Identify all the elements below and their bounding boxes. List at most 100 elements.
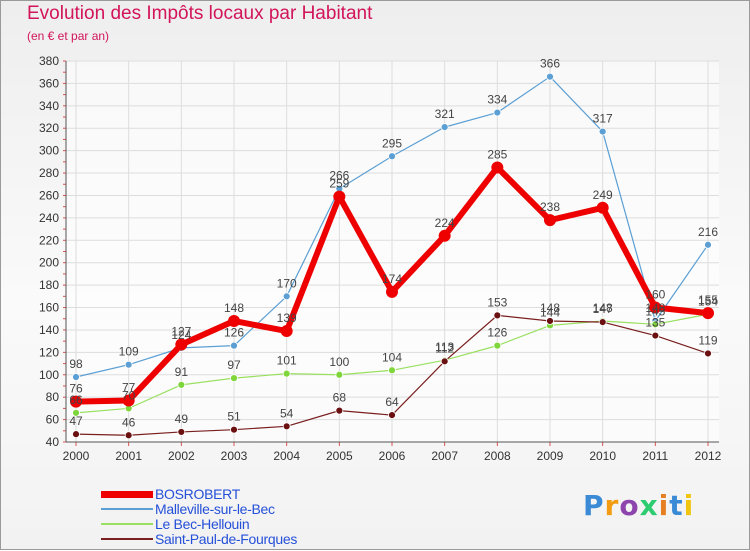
- data-point-3: [651, 331, 660, 340]
- x-tick-label: 2010: [589, 449, 616, 463]
- data-point-1: [546, 72, 554, 81]
- data-label-3: 64: [385, 395, 399, 409]
- data-label-0: 76: [69, 382, 83, 396]
- data-point-3: [493, 311, 502, 320]
- data-label-1: 126: [224, 326, 244, 340]
- y-tick-label: 100: [39, 368, 59, 382]
- data-label-0: 148: [224, 301, 244, 315]
- data-point-0: [122, 394, 135, 407]
- x-tick-label: 2006: [379, 449, 406, 463]
- legend-label-saint-paul: Saint-Paul-de-Fourques: [155, 531, 298, 547]
- data-label-3: 119: [698, 333, 717, 347]
- data-point-2: [72, 408, 80, 417]
- data-label-0: 127: [171, 325, 191, 339]
- data-point-0: [228, 314, 240, 327]
- chart-title: Evolution des Impôts locaux par Habitant: [27, 3, 373, 24]
- y-tick-label: 340: [39, 99, 59, 113]
- data-label-1: 124: [171, 328, 191, 342]
- data-point-2: [388, 366, 396, 375]
- data-label-2: 144: [540, 305, 560, 319]
- data-label-0: 259: [329, 177, 349, 191]
- data-point-1: [124, 360, 133, 369]
- data-label-3: 147: [593, 302, 613, 316]
- legend-label-malleville: Malleville-sur-le-Bec: [155, 501, 275, 517]
- data-point-3: [546, 317, 554, 325]
- y-tick-label: 60: [46, 413, 60, 427]
- logo-letter: P: [583, 489, 605, 522]
- data-label-1: 321: [435, 107, 455, 121]
- y-tick-label: 140: [39, 323, 59, 337]
- data-label-3: 47: [69, 414, 83, 428]
- x-tick-label: 2007: [431, 449, 458, 463]
- data-point-3: [598, 318, 607, 326]
- data-label-2: 126: [487, 326, 507, 340]
- data-label-3: 68: [333, 391, 347, 405]
- data-label-2: 97: [227, 358, 241, 372]
- data-label-1: 366: [540, 57, 560, 71]
- data-point-0: [544, 214, 556, 227]
- data-point-3: [335, 406, 344, 415]
- data-point-2: [177, 380, 186, 389]
- data-point-1: [598, 127, 607, 136]
- legend-item-saint-paul: Saint-Paul-de-Fourques: [101, 531, 361, 547]
- data-point-2: [282, 369, 291, 378]
- data-point-2: [493, 341, 502, 350]
- data-point-2: [230, 374, 238, 383]
- data-label-0: 224: [435, 216, 455, 230]
- x-tick-label: 2012: [695, 449, 722, 463]
- y-tick-label: 220: [39, 233, 59, 247]
- data-point-0: [386, 285, 398, 298]
- logo-letter: x: [639, 489, 659, 522]
- y-tick-label: 240: [39, 211, 59, 225]
- proxiti-logo: Proxiti: [583, 489, 694, 522]
- data-point-3: [72, 430, 80, 439]
- data-point-1: [440, 123, 449, 132]
- data-label-2: 70: [122, 388, 136, 402]
- x-tick-label: 2001: [115, 449, 142, 463]
- data-label-1: 98: [69, 357, 83, 371]
- x-tick-label: 2004: [273, 449, 300, 463]
- x-tick-label: 2009: [537, 449, 564, 463]
- y-tick-label: 160: [39, 301, 59, 315]
- x-tick-label: 2011: [642, 449, 668, 463]
- data-label-0: 238: [540, 200, 560, 214]
- data-point-2: [651, 320, 660, 329]
- data-point-0: [596, 201, 609, 214]
- y-tick-label: 40: [46, 435, 60, 449]
- data-point-1: [72, 373, 80, 381]
- data-point-1: [282, 292, 291, 301]
- logo-letter: i: [658, 489, 670, 522]
- legend-item-bec-hellouin: Le Bec-Hellouin: [101, 516, 361, 532]
- logo-letter: i: [683, 489, 695, 522]
- data-point-3: [440, 357, 449, 366]
- x-tick-label: 2000: [63, 449, 90, 463]
- data-label-2: 101: [277, 354, 297, 368]
- data-point-3: [704, 349, 712, 358]
- x-tick-label: 2003: [221, 449, 248, 463]
- x-tick-label: 2008: [484, 449, 511, 463]
- data-label-3: 49: [175, 412, 189, 426]
- data-label-0: 174: [382, 272, 402, 286]
- logo-letter: o: [619, 489, 640, 522]
- data-point-0: [438, 229, 451, 242]
- data-label-0: 77: [122, 381, 136, 395]
- data-label-3: 46: [122, 415, 136, 429]
- data-label-0: 139: [277, 311, 297, 325]
- legend-swatch-bec-hellouin: [101, 523, 153, 525]
- data-point-3: [388, 411, 396, 420]
- data-point-1: [388, 152, 396, 161]
- legend-swatch-bosrobert: [101, 491, 153, 498]
- legend-swatch-malleville: [101, 508, 153, 510]
- legend-label-bosrobert: BOSROBERT: [155, 486, 240, 502]
- data-label-2: 113: [435, 340, 454, 354]
- data-point-3: [177, 428, 186, 436]
- data-point-0: [649, 301, 662, 314]
- chart-subtitle: (en € et par an): [27, 29, 110, 43]
- y-tick-label: 320: [39, 121, 59, 135]
- data-label-1: 317: [593, 112, 613, 126]
- data-label-1: 109: [119, 345, 139, 359]
- data-label-1: 295: [382, 136, 402, 150]
- data-label-2: 145: [645, 304, 665, 318]
- x-tick-label: 2005: [326, 449, 353, 463]
- y-tick-label: 200: [39, 256, 59, 270]
